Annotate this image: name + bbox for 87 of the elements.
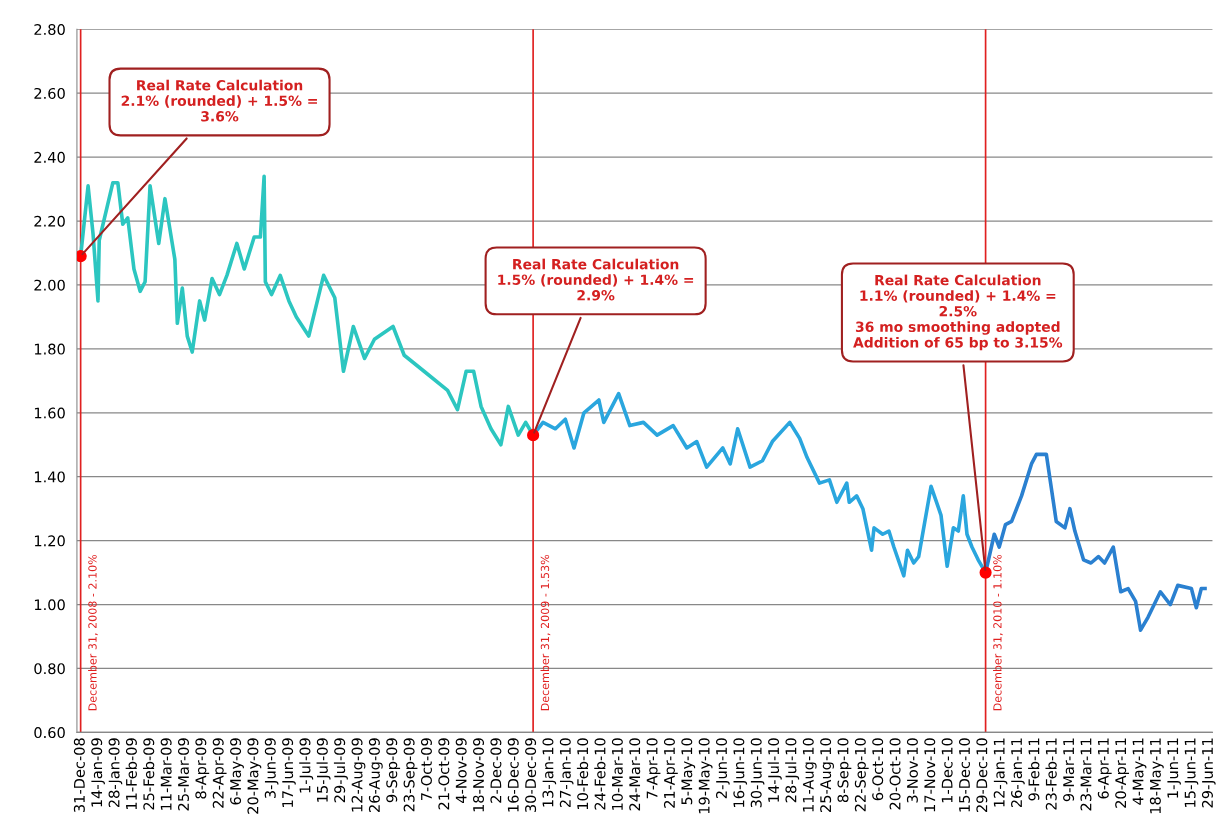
x-tick-label: 9-Feb-11 bbox=[1028, 738, 1040, 801]
x-tick-label: 20-Apr-11 bbox=[1115, 738, 1130, 808]
x-tick-label: 2-Dec-09 bbox=[490, 738, 502, 803]
x-tick-label: 23-Feb-11 bbox=[1045, 738, 1057, 810]
y-tick-label: 2.40 bbox=[34, 151, 65, 163]
x-tick-label: 11-Feb-09 bbox=[125, 738, 137, 810]
x-tick-label: 8-Sep-10 bbox=[837, 738, 852, 803]
y-tick-label: 1.80 bbox=[34, 343, 65, 355]
y-tick-label: 1.00 bbox=[34, 599, 65, 611]
y-tick-label: 1.60 bbox=[34, 407, 65, 419]
ref-line-label: December 31, 2009 - 1.53% bbox=[540, 554, 551, 711]
x-tick-label: 28-Jan-09 bbox=[108, 738, 123, 808]
ref-line-label: December 31, 2010 - 1.10% bbox=[993, 554, 1003, 711]
x-tick-label: 16-Dec-09 bbox=[507, 738, 519, 812]
annotation: Real Rate Calculation 1.5% (rounded) + 1.4% = 2.9% bbox=[498, 258, 694, 301]
x-tick-label: 10-Mar-10 bbox=[611, 738, 623, 810]
x-tick-label: 3-Nov-10 bbox=[906, 738, 918, 803]
x-tick-label: 4-Nov-09 bbox=[455, 738, 467, 803]
x-tick-label: 3-Jun-09 bbox=[264, 738, 279, 799]
x-tick-label: 17-Jun-09 bbox=[282, 738, 296, 807]
x-tick-label: 20-Oct-10 bbox=[889, 738, 901, 810]
x-tick-label: 13-Jan-10 bbox=[542, 738, 557, 807]
x-tick-label: 15-Jun-11 bbox=[1184, 738, 1199, 807]
x-tick-label: 28-Jul-10 bbox=[785, 738, 800, 803]
x-tick-label: 17-Nov-10 bbox=[924, 738, 936, 812]
x-tick-label: 1-Dec-10 bbox=[941, 738, 953, 803]
x-tick-label: 1-Jun-11 bbox=[1167, 738, 1181, 798]
x-tick-label: 18-May-11 bbox=[1149, 738, 1164, 814]
x-tick-label: 19-May-10 bbox=[698, 738, 713, 814]
x-tick-label: 10-Feb-10 bbox=[576, 738, 589, 810]
x-tick-label: 31-Dec-08 bbox=[73, 738, 85, 812]
x-tick-label: 11-Aug-10 bbox=[802, 738, 817, 812]
x-tick-label: 25-Feb-09 bbox=[143, 738, 155, 810]
point bbox=[527, 429, 540, 442]
x-tick-label: 15-Dec-10 bbox=[958, 738, 970, 812]
x-tick-label: 9-Mar-11 bbox=[1063, 738, 1075, 802]
x-tick-label: 11-Mar-09 bbox=[160, 738, 172, 810]
x-tick-label: 30-Dec-09 bbox=[525, 738, 537, 812]
y-tick-label: 0.80 bbox=[34, 663, 65, 675]
x-tick-label: 25-Mar-09 bbox=[177, 738, 190, 811]
x-tick-label: 15-Jul-09 bbox=[316, 738, 331, 802]
x-tick-label: 29-Jun-11 bbox=[1201, 738, 1216, 808]
x-tick-label: 12-Jan-11 bbox=[993, 738, 1008, 807]
x-tick-label: 6-Apr-11 bbox=[1097, 738, 1112, 799]
x-tick-label: 5-May-10 bbox=[681, 738, 696, 805]
x-tick-label: 12-Aug-09 bbox=[351, 738, 366, 812]
x-tick-label: 23-Sep-09 bbox=[403, 738, 418, 812]
x-tick-label: 4-May-11 bbox=[1132, 738, 1147, 805]
x-tick-label: 8-Apr-09 bbox=[195, 738, 210, 799]
x-tick-label: 25-Aug-10 bbox=[820, 738, 834, 812]
x-tick-label: 6-Oct-10 bbox=[872, 738, 884, 801]
x-tick-label: 24-Feb-10 bbox=[594, 738, 606, 810]
x-tick-label: 23-Mar-11 bbox=[1080, 738, 1092, 811]
x-tick-label: 30-Jun-10 bbox=[750, 738, 765, 808]
x-tick-label: 14-Jan-09 bbox=[91, 738, 105, 807]
y-tick-label: 2.00 bbox=[34, 279, 65, 291]
x-tick-label: 29-Dec-10 bbox=[976, 738, 988, 813]
x-tick-label: 7-Apr-10 bbox=[646, 738, 661, 799]
y-tick-label: 2.20 bbox=[34, 215, 65, 227]
x-tick-label: 16-Jun-10 bbox=[733, 738, 748, 807]
x-tick-label: 22-Sep-10 bbox=[854, 738, 869, 812]
point bbox=[979, 566, 992, 579]
x-tick-label: 2-Jun-10 bbox=[715, 738, 730, 799]
x-tick-label: 20-May-09 bbox=[247, 738, 262, 814]
x-tick-label: 18-Nov-09 bbox=[473, 738, 485, 812]
x-tick-label: 7-Oct-09 bbox=[420, 738, 432, 801]
x-tick-label: 29-Jul-09 bbox=[333, 738, 348, 803]
x-tick-label: 24-Mar-10 bbox=[629, 738, 641, 811]
x-tick-label: 14-Jul-10 bbox=[767, 738, 782, 802]
x-tick-label: 26-Aug-09 bbox=[368, 738, 383, 812]
x-tick-label: 1-Jul-09 bbox=[299, 738, 314, 793]
annotation: Real Rate Calculation 1.1% (rounded) + 1.4% = 2.5% 36 mo smoothing adopted Addition of 65 bp to 3.15% bbox=[853, 274, 1063, 351]
x-tick-label: 9-Sep-09 bbox=[386, 738, 401, 803]
x-tick-label: 6-May-09 bbox=[230, 738, 244, 805]
ref-line-label: December 31, 2008 - 2.10% bbox=[88, 554, 98, 711]
annotation: Real Rate Calculation 2.1% (rounded) + 1.5% = 3.6% bbox=[121, 79, 317, 122]
x-tick-label: 26-Jan-11 bbox=[1011, 738, 1025, 808]
y-tick-label: 1.20 bbox=[34, 535, 65, 547]
x-tick-label: 21-Oct-09 bbox=[438, 738, 450, 810]
y-tick-label: 2.60 bbox=[34, 87, 65, 99]
y-tick-label: 0.60 bbox=[34, 727, 65, 739]
x-tick-label: 21-Apr-10 bbox=[663, 738, 678, 808]
y-tick-label: 1.40 bbox=[34, 471, 65, 483]
x-tick-label: 27-Jan-10 bbox=[559, 738, 574, 808]
x-tick-label: 22-Apr-09 bbox=[212, 738, 227, 808]
y-tick-label: 2.80 bbox=[34, 24, 65, 36]
point bbox=[76, 250, 87, 263]
